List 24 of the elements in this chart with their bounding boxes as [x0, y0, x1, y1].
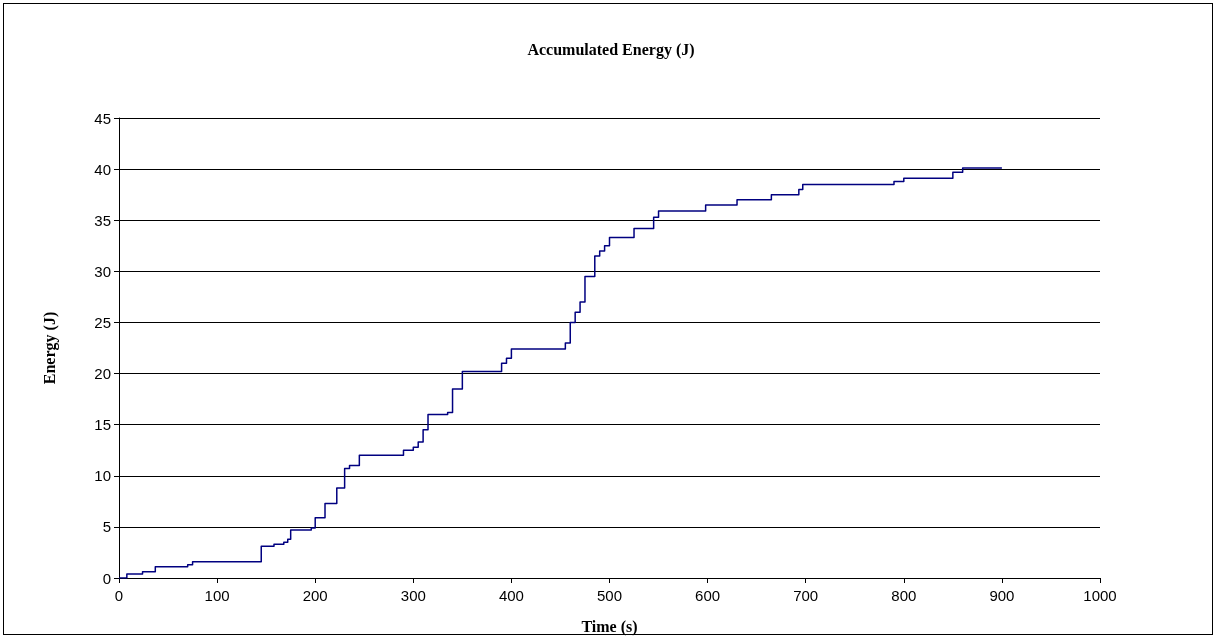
y-tick-label: 25 [94, 313, 111, 331]
x-tick-label: 400 [498, 587, 524, 604]
chart-title: Accumulated Energy (J) [527, 40, 695, 59]
y-tick-label: 20 [94, 365, 111, 383]
x-tick-label: 900 [989, 587, 1015, 604]
y-tick-label: 35 [94, 211, 111, 229]
x-tick-label: 700 [793, 587, 819, 604]
x-tick-label: 300 [400, 587, 426, 604]
x-tick-label: 500 [596, 587, 623, 604]
x-tick-label: 800 [891, 587, 917, 604]
y-tick-label: 5 [102, 518, 111, 536]
x-tick-label: 600 [695, 587, 721, 604]
y-tick-label: 45 [94, 109, 111, 127]
y-tick-label: 40 [94, 160, 111, 178]
y-tick-label: 30 [94, 262, 111, 280]
x-axis-title: Time (s) [581, 617, 638, 636]
x-tick-label: 200 [302, 587, 328, 604]
y-tick-label: 10 [94, 467, 111, 485]
y-axis-title: Energy (J) [40, 311, 59, 385]
x-tick-label: 1000 [1083, 587, 1117, 604]
y-tick-label: 15 [94, 416, 111, 434]
x-tick-label: 100 [204, 587, 230, 604]
x-tick-label: 0 [114, 587, 124, 604]
y-tick-label: 0 [102, 569, 111, 587]
